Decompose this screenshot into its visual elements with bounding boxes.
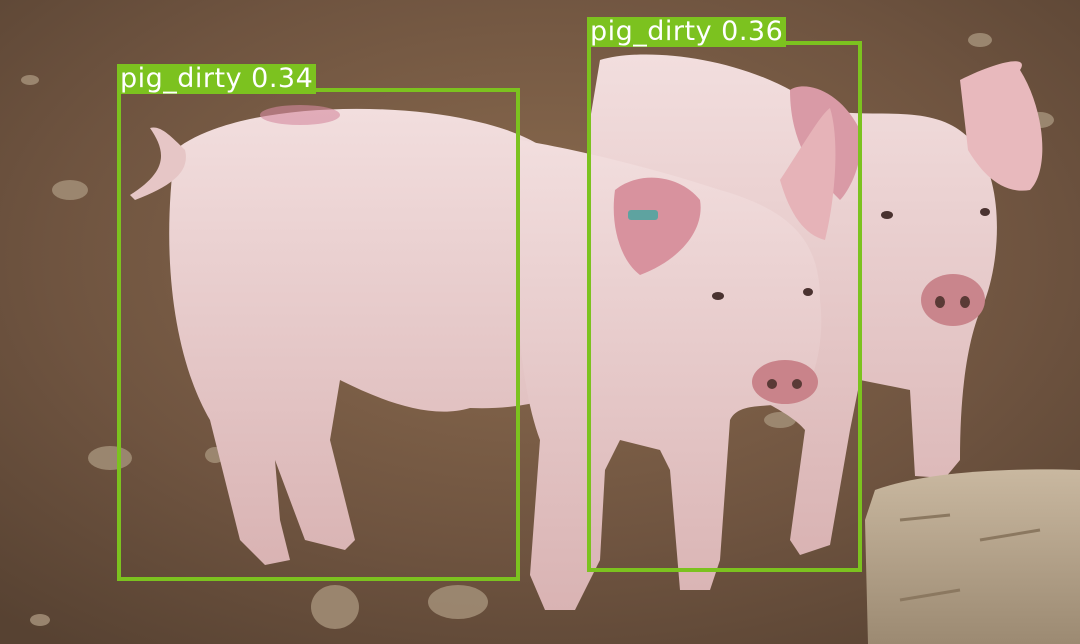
stone-trough xyxy=(865,469,1080,644)
detection-label-pig-dirty-034: pig_dirty 0.34 xyxy=(117,64,317,94)
detection-box-pig-dirty-036 xyxy=(587,41,862,572)
detection-label-pig-dirty-036: pig_dirty 0.36 xyxy=(587,17,787,47)
pig-front-middle xyxy=(517,108,836,610)
detection-box-pig-dirty-034 xyxy=(117,88,520,581)
pig-left xyxy=(130,105,591,565)
